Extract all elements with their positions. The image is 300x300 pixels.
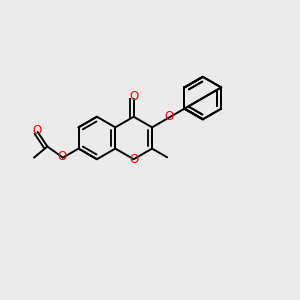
Text: O: O bbox=[164, 110, 174, 123]
Text: O: O bbox=[32, 124, 42, 137]
Text: O: O bbox=[130, 90, 139, 104]
Text: O: O bbox=[129, 153, 138, 167]
Text: O: O bbox=[58, 150, 67, 163]
